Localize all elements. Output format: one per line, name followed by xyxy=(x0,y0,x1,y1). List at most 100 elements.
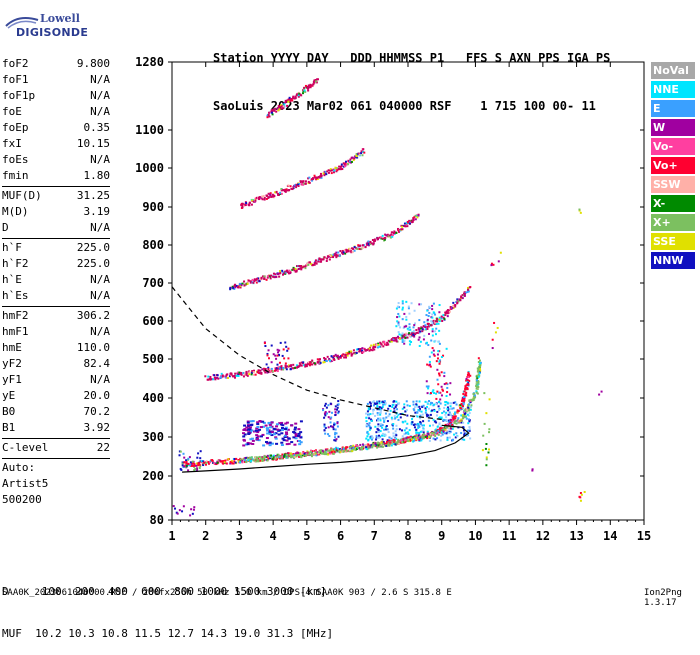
trace-point xyxy=(230,372,233,375)
trace-point xyxy=(283,103,286,106)
trace-point xyxy=(362,447,365,450)
trace-point xyxy=(468,379,471,382)
echo-point xyxy=(439,398,442,401)
trace-point xyxy=(259,459,262,462)
trace-point xyxy=(338,254,341,257)
echo-point xyxy=(430,339,433,342)
trace-point xyxy=(357,447,360,450)
echo-point xyxy=(284,341,287,344)
x-tick-label: 13 xyxy=(569,529,583,543)
trace-point xyxy=(294,267,297,270)
trace-point xyxy=(274,368,277,371)
echo-point xyxy=(463,432,466,435)
trace-point xyxy=(361,349,364,352)
trace-point xyxy=(255,196,258,199)
x-tick-label: 14 xyxy=(603,529,617,543)
trace-point xyxy=(412,332,415,335)
trace-point xyxy=(286,189,289,192)
echo-point xyxy=(391,405,394,408)
trace-point xyxy=(282,271,285,274)
trace-point xyxy=(390,231,393,234)
echo-point xyxy=(403,342,406,345)
echo-point xyxy=(290,441,294,444)
trace-point xyxy=(252,281,255,284)
echo-point xyxy=(337,412,340,415)
trace-point xyxy=(457,419,460,422)
echo-point xyxy=(431,308,434,311)
echo-point xyxy=(382,401,385,404)
trace-point xyxy=(281,105,284,108)
echo-point xyxy=(329,417,332,420)
trace-point xyxy=(442,314,445,317)
trace-point xyxy=(322,258,325,261)
echo-point xyxy=(417,425,420,428)
trace-point xyxy=(307,361,310,364)
trace-point xyxy=(260,457,263,460)
y-tick-label: 80 xyxy=(150,513,164,527)
echo-point xyxy=(419,423,422,426)
trace-point xyxy=(320,451,323,454)
trace-point xyxy=(475,391,478,394)
echo-point xyxy=(294,434,298,437)
param-row: yF2 82.4 xyxy=(2,356,110,372)
echo-point xyxy=(461,407,464,410)
echo-point xyxy=(499,251,502,254)
trace-point xyxy=(444,423,447,426)
echo-point xyxy=(435,421,438,424)
trace-point xyxy=(288,269,291,272)
trace-point xyxy=(216,376,219,379)
echo-point xyxy=(492,263,495,266)
echo-point xyxy=(395,404,398,407)
echo-point xyxy=(377,419,380,422)
trace-point xyxy=(224,375,227,378)
trace-point xyxy=(417,331,420,334)
echo-point xyxy=(418,400,421,403)
trace-point xyxy=(371,349,374,352)
param-value: 110.0 xyxy=(76,341,110,354)
echo-point xyxy=(406,431,409,434)
trace-point xyxy=(240,282,243,285)
trace-point xyxy=(300,364,303,367)
echo-point xyxy=(254,429,258,432)
trace-point xyxy=(344,354,347,357)
trace-point xyxy=(476,367,479,370)
trace-point xyxy=(269,368,272,371)
trace-point xyxy=(287,452,290,455)
trace-point xyxy=(391,234,394,237)
trace-point xyxy=(281,453,284,456)
trace-point xyxy=(454,304,457,307)
trace-point xyxy=(318,257,321,260)
trace-point xyxy=(307,177,310,180)
echo-point xyxy=(428,424,431,427)
trace-point xyxy=(466,379,469,382)
trace-point xyxy=(341,249,344,252)
trace-point xyxy=(247,279,250,282)
y-tick-label: 500 xyxy=(142,352,164,366)
echo-point xyxy=(401,300,404,303)
trace-point xyxy=(361,154,364,157)
echo-point xyxy=(196,468,199,471)
trace-point xyxy=(313,453,316,456)
trace-point xyxy=(261,368,264,371)
trace-point xyxy=(369,444,372,447)
echo-point xyxy=(424,326,427,329)
trace-point xyxy=(211,459,214,462)
trace-point xyxy=(289,368,292,371)
echo-point xyxy=(406,404,409,407)
trace-point xyxy=(308,181,311,184)
trace-point xyxy=(393,441,396,444)
trace-point xyxy=(339,355,342,358)
y-tick-label: 1000 xyxy=(135,161,164,175)
echo-point xyxy=(433,409,436,412)
trace-point xyxy=(401,336,404,339)
trace-point xyxy=(440,315,443,318)
param-key: yF1 xyxy=(2,373,22,386)
echo-point xyxy=(436,437,439,440)
echo-point xyxy=(183,456,186,459)
trace-point xyxy=(279,367,282,370)
echo-point xyxy=(454,401,457,404)
echo-point xyxy=(334,428,337,431)
echo-point xyxy=(285,421,289,424)
echo-point xyxy=(277,354,280,357)
x-tick-label: 2 xyxy=(202,529,209,543)
